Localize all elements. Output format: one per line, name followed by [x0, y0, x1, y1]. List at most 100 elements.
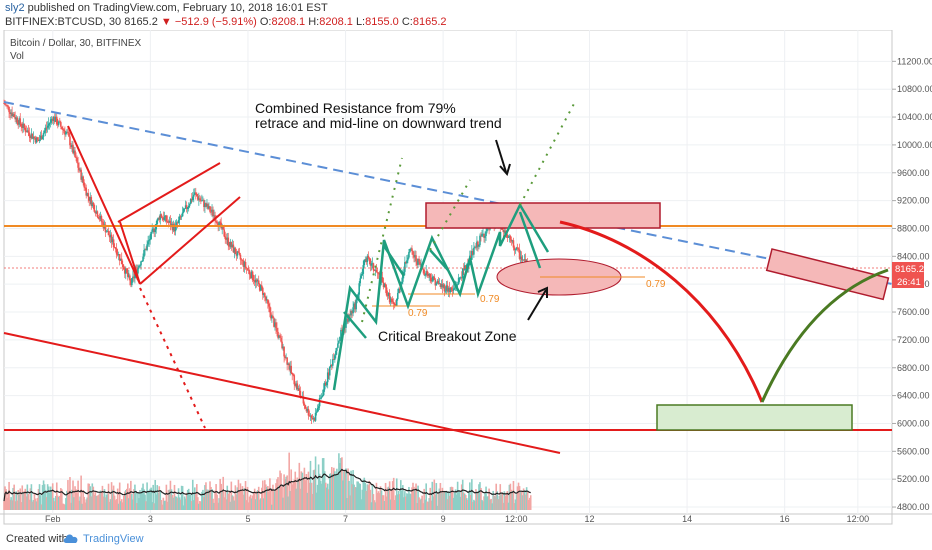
candle-body [36, 137, 39, 140]
volume-bar [325, 487, 328, 510]
target-zone-box[interactable] [765, 248, 890, 301]
price-chart[interactable]: 4800.00 5200.00 5600.00 6000.00 6400.00 6800.… [0, 30, 932, 528]
volume-bar [116, 488, 119, 510]
candle-body [109, 234, 112, 238]
volume-bar [263, 498, 265, 510]
volume-bar [184, 498, 187, 510]
volume-bar [430, 500, 433, 510]
candle-body [104, 224, 107, 233]
volume-bar [293, 479, 296, 510]
volume-bar [210, 486, 212, 510]
volume-bar [509, 483, 512, 510]
author-link[interactable]: sly2 [5, 2, 25, 14]
candle-body [355, 299, 357, 310]
volume-bar [462, 492, 465, 510]
volume-bar [37, 489, 40, 510]
volume-bar [425, 483, 427, 510]
candle-body [124, 268, 127, 274]
volume-bar [447, 491, 450, 510]
tradingview-link[interactable]: TradingView [83, 533, 144, 545]
projected-drop-curve[interactable] [559, 220, 764, 403]
low-value: 8155.0 [365, 16, 399, 28]
volume-bar [94, 491, 97, 510]
volume-bar [31, 501, 34, 510]
volume-bar [515, 494, 518, 510]
volume-bar [197, 497, 199, 510]
tradingview-cloud-icon [63, 534, 78, 543]
candle-body [111, 239, 114, 243]
abc-wave-pattern[interactable] [332, 202, 550, 391]
volume-bar [423, 488, 425, 510]
candle-body [31, 133, 34, 139]
volume-bar [459, 496, 462, 510]
volume-bar [235, 494, 238, 510]
candle-body [89, 197, 92, 201]
candle-body [435, 283, 438, 286]
volume-bar [445, 491, 448, 510]
candle-body [282, 346, 284, 349]
downtrend-midline[interactable] [3, 101, 893, 285]
candle-body [449, 287, 452, 293]
candle-body [187, 205, 190, 208]
volume-bar [156, 485, 159, 510]
candle-body [18, 118, 21, 125]
volume-bar [43, 484, 46, 510]
volume-bar [143, 489, 145, 510]
candle-body [49, 119, 52, 123]
volume-bar [485, 486, 487, 510]
candle-body [42, 132, 45, 137]
volume-bar [242, 494, 245, 510]
volume-bar [166, 501, 169, 510]
candle-body [280, 337, 282, 342]
volume-bar [312, 470, 315, 510]
flag-upper-line[interactable] [117, 162, 221, 223]
candle-body [13, 114, 15, 118]
volume-bar [215, 484, 217, 510]
candle-body [250, 271, 253, 279]
candle-body [275, 322, 277, 329]
flag-lower-line[interactable] [139, 196, 241, 285]
volume-bar [251, 495, 254, 510]
candle-body [425, 271, 427, 275]
candle-body [178, 216, 181, 221]
candle-body [141, 261, 143, 263]
symbol-label: BITFINEX:BTCUSD, 30 [5, 16, 122, 28]
candle-body [173, 224, 176, 232]
candle-body [215, 221, 217, 222]
volume-bar [49, 486, 52, 510]
candle-body [130, 280, 132, 286]
volume-bar [38, 484, 41, 510]
volume-bar [122, 495, 125, 510]
candle-body [235, 254, 238, 256]
candle-body [169, 220, 172, 227]
candle-body [477, 241, 479, 247]
volume-bar [314, 456, 317, 510]
candle-body [179, 216, 182, 218]
volume-bar [424, 499, 426, 510]
projected-recovery-curve[interactable] [760, 268, 889, 403]
candle-body [75, 157, 77, 158]
candle-body [138, 266, 140, 268]
candle-body [423, 269, 425, 275]
volume-bar [9, 499, 11, 510]
resistance-zone-box[interactable] [425, 202, 661, 229]
volume-bar [191, 479, 194, 510]
volume-bar [335, 474, 337, 510]
volume-bar [339, 463, 341, 510]
countdown-badge-text: 26:41 [897, 277, 921, 288]
candle-body [522, 259, 525, 261]
candle-body [509, 236, 512, 240]
support-zone-box[interactable] [656, 404, 853, 431]
candle-body [241, 259, 244, 261]
volume-bar [357, 481, 359, 510]
candle-body [243, 261, 246, 267]
volume-bar [443, 490, 446, 510]
time-tick-label: 9 [441, 514, 446, 524]
volume-bar [81, 503, 83, 510]
candle-body [230, 241, 233, 248]
candle-body [47, 123, 50, 126]
candle-body [276, 328, 278, 332]
candle-body [271, 315, 273, 319]
volume-bar [415, 483, 417, 510]
lower-channel-line[interactable] [3, 332, 561, 454]
